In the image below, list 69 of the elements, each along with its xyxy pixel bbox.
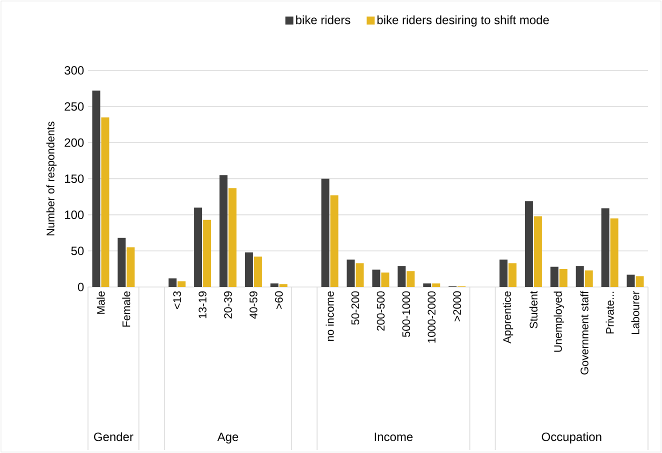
bar	[398, 266, 406, 287]
bar	[168, 278, 177, 287]
x-tick-label: 20-39	[224, 291, 232, 318]
bar	[601, 208, 610, 287]
x-tick-label: 200-500	[376, 291, 385, 331]
bar	[372, 270, 380, 287]
bar	[126, 247, 135, 287]
y-tick-label: 0	[78, 282, 84, 292]
x-tick-label: 40-59	[250, 291, 258, 319]
text: Occupation	[542, 432, 602, 444]
x-tick-label: Government staff	[580, 290, 588, 374]
x-tick-label: 50-200	[351, 291, 360, 325]
x-tick-label: Unemployed	[554, 292, 564, 352]
text: Income	[374, 432, 413, 442]
bar	[610, 218, 618, 287]
x-tick-label: Student	[529, 290, 538, 328]
x-tick-label: 500-1000	[402, 291, 410, 337]
bar	[584, 270, 593, 287]
bar	[406, 271, 415, 287]
bar	[330, 195, 338, 287]
bar	[550, 266, 558, 287]
y-tick-label: 50	[71, 246, 84, 256]
bar	[576, 266, 584, 287]
bar	[321, 178, 330, 287]
bar	[194, 208, 202, 287]
x-tick-label: Male	[96, 291, 105, 314]
bar	[279, 284, 288, 287]
y-tick-label: 150	[65, 174, 84, 183]
legend-label: bike riders	[296, 15, 350, 24]
text: Age	[217, 432, 238, 444]
y-tick-label: 250	[64, 102, 84, 111]
bar	[228, 188, 236, 287]
y-tick-label: 300	[64, 66, 84, 75]
bar	[534, 216, 542, 287]
bar	[244, 252, 253, 287]
bar	[423, 283, 432, 287]
x-tick-label: Labourer	[631, 291, 640, 334]
bar	[220, 175, 228, 287]
bar	[270, 283, 278, 287]
x-tick-label: >2000	[453, 291, 461, 322]
bar	[118, 238, 126, 287]
legend-label: bike riders desiring to shift mode	[377, 15, 549, 27]
text: Gender	[94, 432, 134, 442]
x-tick-label: 1000-2000	[428, 291, 436, 343]
x-tick-label: >60	[275, 291, 283, 309]
bar	[508, 263, 516, 287]
y-tick-label: 200	[64, 138, 84, 147]
bar	[178, 281, 186, 287]
bar	[101, 117, 110, 287]
bar	[626, 274, 635, 287]
bar	[381, 272, 390, 287]
bar	[92, 90, 100, 287]
x-tick-label: no income	[326, 291, 334, 341]
y-axis-title: Number of respondents	[46, 122, 57, 236]
bar	[636, 276, 644, 287]
bar	[356, 263, 364, 287]
x-tick-label: 13-19	[198, 291, 206, 318]
x-tick-label: <13	[173, 291, 181, 309]
bar	[346, 260, 355, 287]
x-tick-label: Apprentice	[502, 291, 514, 344]
bar	[524, 201, 533, 287]
bar	[254, 256, 262, 287]
x-tick-label: Female	[122, 291, 130, 327]
y-tick-label: 100	[65, 210, 84, 220]
x-tick-label: Private...	[606, 292, 614, 334]
bar	[500, 260, 508, 287]
bar	[203, 220, 212, 287]
bar	[559, 268, 568, 287]
bar	[432, 283, 440, 287]
